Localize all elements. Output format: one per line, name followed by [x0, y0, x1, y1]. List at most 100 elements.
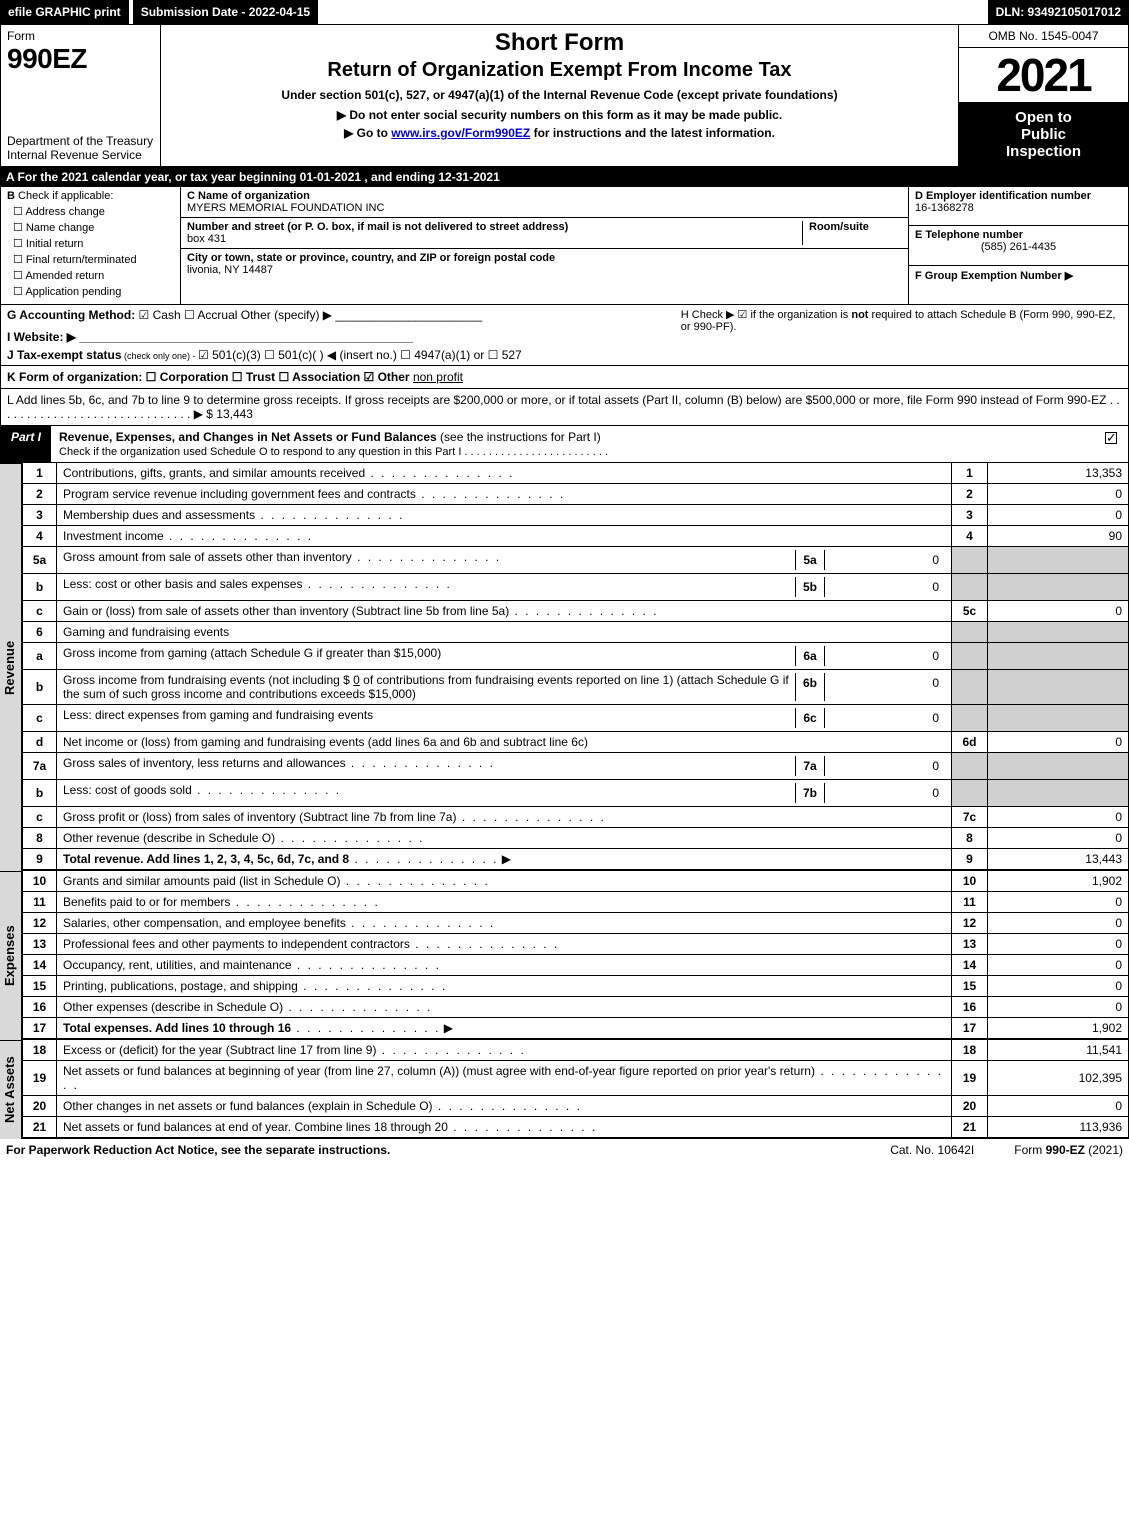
form-header: Form 990EZ Department of the Treasury In…	[0, 24, 1129, 167]
line-5a-value: 0	[825, 550, 945, 570]
revenue-section: Revenue 1 Contributions, gifts, grants, …	[0, 463, 1129, 871]
part1-schedule-o-check[interactable]	[1105, 432, 1117, 444]
l-amount: 13,443	[216, 407, 253, 421]
line-16-value: 0	[988, 997, 1128, 1018]
line-6c: c Less: direct expenses from gaming and …	[23, 705, 1128, 732]
line-15-value: 0	[988, 976, 1128, 997]
paperwork-notice: For Paperwork Reduction Act Notice, see …	[6, 1143, 850, 1157]
line-20-value: 0	[988, 1096, 1128, 1117]
line-19: 19 Net assets or fund balances at beginn…	[23, 1061, 1128, 1096]
line-20: 20 Other changes in net assets or fund b…	[23, 1096, 1128, 1117]
omb-number: OMB No. 1545-0047	[959, 25, 1128, 48]
section-h: H Check ▶ ☑ if the organization is not r…	[681, 309, 1116, 333]
line-17-value: 1,902	[988, 1018, 1128, 1039]
line-13-value: 0	[988, 934, 1128, 955]
line-16: 16 Other expenses (describe in Schedule …	[23, 997, 1128, 1018]
section-b: B Check if applicable: Address change Na…	[1, 187, 181, 304]
line-21: 21 Net assets or fund balances at end of…	[23, 1117, 1128, 1138]
irs-link[interactable]: www.irs.gov/Form990EZ	[391, 126, 530, 140]
netassets-side-label: Net Assets	[0, 1040, 22, 1139]
line-1-value: 13,353	[988, 463, 1128, 484]
submission-date: Submission Date - 2022-04-15	[133, 0, 318, 24]
line-18: 18 Excess or (deficit) for the year (Sub…	[23, 1040, 1128, 1061]
line-2-value: 0	[988, 484, 1128, 505]
line-5b: b Less: cost or other basis and sales ex…	[23, 574, 1128, 601]
org-address: box 431	[187, 233, 226, 245]
open-inspection-badge: Open to Public Inspection	[959, 103, 1128, 166]
check-final-return[interactable]: Final return/terminated	[13, 253, 174, 266]
line-5c-value: 0	[988, 601, 1128, 622]
section-j: J Tax-exempt status (check only one) - ☑…	[7, 348, 669, 362]
section-c: C Name of organization MYERS MEMORIAL FO…	[181, 187, 908, 304]
accounting-method: ☑ Cash ☐ Accrual Other (specify) ▶ _____…	[139, 308, 483, 322]
line-6b: b Gross income from fundraising events (…	[23, 670, 1128, 705]
catalog-number: Cat. No. 10642I	[890, 1143, 974, 1157]
net-assets-section: Net Assets 18 Excess or (deficit) for th…	[0, 1040, 1129, 1139]
line-14-value: 0	[988, 955, 1128, 976]
dept-treasury: Department of the Treasury	[7, 134, 154, 148]
section-g-h: G Accounting Method: ☑ Cash ☐ Accrual Ot…	[0, 305, 1129, 366]
line-11: 11 Benefits paid to or for members 11 0	[23, 892, 1128, 913]
line-5c: c Gain or (loss) from sale of assets oth…	[23, 601, 1128, 622]
line-21-value: 113,936	[988, 1117, 1128, 1138]
line-13: 13 Professional fees and other payments …	[23, 934, 1128, 955]
check-initial-return[interactable]: Initial return	[13, 237, 174, 250]
line-11-value: 0	[988, 892, 1128, 913]
line-6d: d Net income or (loss) from gaming and f…	[23, 732, 1128, 753]
line-14: 14 Occupancy, rent, utilities, and maint…	[23, 955, 1128, 976]
line-7a: 7a Gross sales of inventory, less return…	[23, 753, 1128, 780]
form-subtitle: Under section 501(c), 527, or 4947(a)(1)…	[169, 88, 950, 102]
section-e: E Telephone number (585) 261-4435	[908, 226, 1128, 265]
topbar: efile GRAPHIC print Submission Date - 20…	[0, 0, 1129, 24]
line-1: 1 Contributions, gifts, grants, and simi…	[23, 463, 1128, 484]
line-3: 3 Membership dues and assessments 3 0	[23, 505, 1128, 526]
line-4: 4 Investment income 4 90	[23, 526, 1128, 547]
org-info-row: B Check if applicable: Address change Na…	[0, 187, 1129, 305]
line-7c-value: 0	[988, 807, 1128, 828]
efile-print-button[interactable]: efile GRAPHIC print	[0, 0, 129, 24]
line-6: 6 Gaming and fundraising events	[23, 622, 1128, 643]
line-19-value: 102,395	[988, 1061, 1128, 1096]
form-number: 990EZ	[7, 43, 154, 75]
check-amended-return[interactable]: Amended return	[13, 269, 174, 282]
line-12-value: 0	[988, 913, 1128, 934]
form-word: Form	[7, 29, 154, 43]
section-l: L Add lines 5b, 6c, and 7b to line 9 to …	[0, 389, 1129, 426]
form-id-footer: Form 990-EZ (2021)	[1014, 1143, 1123, 1157]
line-6a-value: 0	[825, 646, 945, 666]
check-application-pending[interactable]: Application pending	[13, 285, 174, 298]
telephone: (585) 261-4435	[915, 241, 1122, 253]
line-6a: a Gross income from gaming (attach Sched…	[23, 643, 1128, 670]
line-18-value: 11,541	[988, 1040, 1128, 1061]
line-12: 12 Salaries, other compensation, and emp…	[23, 913, 1128, 934]
line-6b-value: 0	[825, 673, 945, 701]
instr-ssn: ▶ Do not enter social security numbers o…	[169, 108, 950, 122]
line-6c-value: 0	[825, 708, 945, 728]
part-1-header: Part I Revenue, Expenses, and Changes in…	[0, 426, 1129, 463]
line-9: 9 Total revenue. Add lines 1, 2, 3, 4, 5…	[23, 849, 1128, 870]
line-3-value: 0	[988, 505, 1128, 526]
line-6d-value: 0	[988, 732, 1128, 753]
line-17: 17 Total expenses. Add lines 10 through …	[23, 1018, 1128, 1039]
line-8-value: 0	[988, 828, 1128, 849]
line-5a: 5a Gross amount from sale of assets othe…	[23, 547, 1128, 574]
check-name-change[interactable]: Name change	[13, 221, 174, 234]
line-9-value: 13,443	[988, 849, 1128, 870]
check-address-change[interactable]: Address change	[13, 205, 174, 218]
dln-number: DLN: 93492105017012	[988, 0, 1129, 24]
expenses-side-label: Expenses	[0, 871, 22, 1040]
ein: 16-1368278	[915, 202, 974, 214]
line-5b-value: 0	[825, 577, 945, 597]
instr-goto: ▶ Go to www.irs.gov/Form990EZ for instru…	[169, 126, 950, 140]
line-7b: b Less: cost of goods sold 7b 0	[23, 780, 1128, 807]
line-8: 8 Other revenue (describe in Schedule O)…	[23, 828, 1128, 849]
line-7c: c Gross profit or (loss) from sales of i…	[23, 807, 1128, 828]
page-footer: For Paperwork Reduction Act Notice, see …	[0, 1139, 1129, 1161]
line-15: 15 Printing, publications, postage, and …	[23, 976, 1128, 997]
line-7b-value: 0	[825, 783, 945, 803]
form-title-2: Return of Organization Exempt From Incom…	[169, 59, 950, 82]
section-d: D Employer identification number 16-1368…	[908, 187, 1128, 226]
section-i: I Website: ▶ ___________________________…	[7, 330, 669, 344]
org-city: livonia, NY 14487	[187, 264, 273, 276]
tax-year: 2021	[959, 48, 1128, 103]
